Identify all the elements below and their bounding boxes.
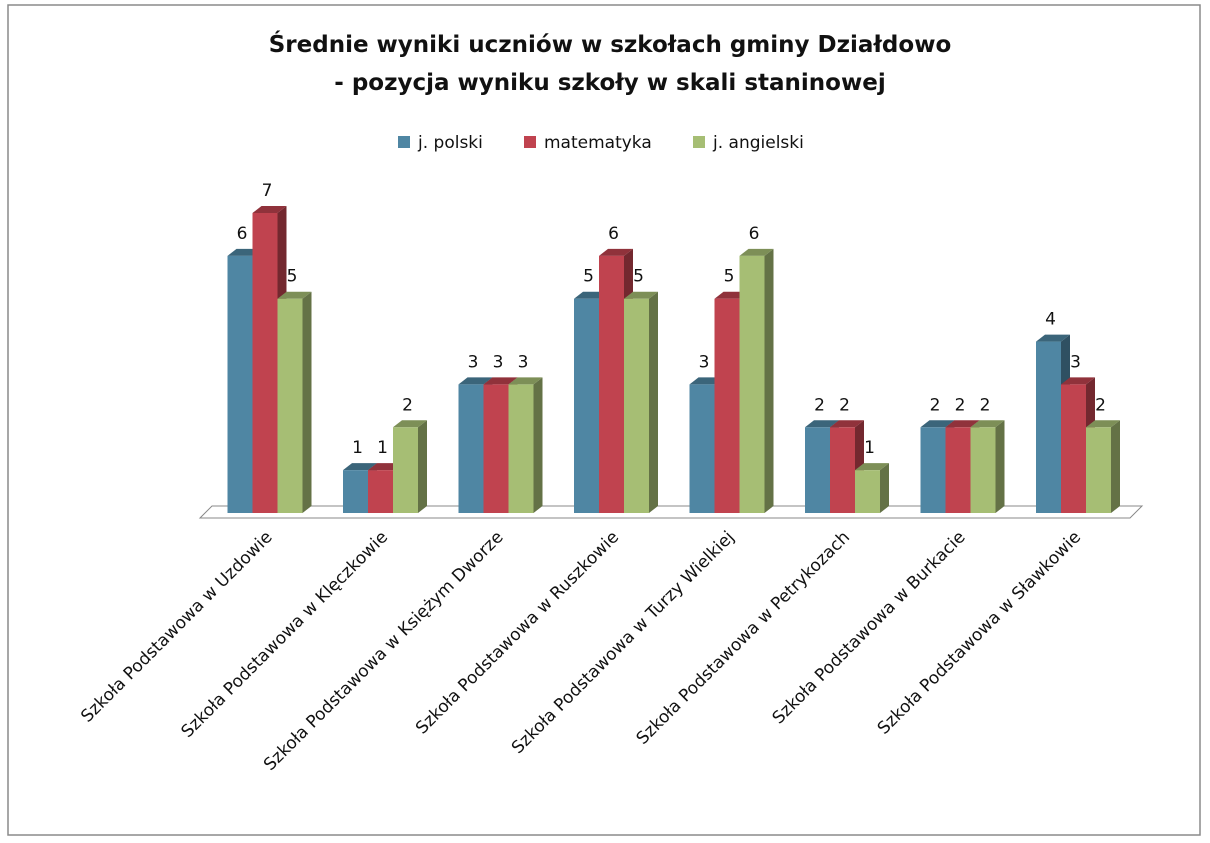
bar-front (1036, 341, 1061, 513)
bar-front (508, 384, 534, 513)
legend-swatch (398, 136, 410, 148)
bar-front (599, 255, 624, 513)
bar-front (458, 384, 484, 513)
data-label: 3 (1070, 352, 1081, 372)
bar-front (483, 384, 509, 513)
bar-front (689, 384, 715, 513)
bar-top (805, 420, 839, 428)
bar-top (277, 291, 312, 299)
data-label: 6 (608, 224, 619, 244)
data-label: 1 (864, 438, 875, 458)
data-label: 3 (699, 352, 710, 372)
bar-front (624, 298, 649, 513)
bar-front (805, 427, 830, 513)
bar-front (368, 470, 393, 513)
bar-top (1086, 420, 1120, 428)
bar-top (458, 377, 493, 385)
bar-top (855, 463, 889, 471)
bar (970, 420, 1005, 513)
data-label: 3 (518, 352, 529, 372)
chart-title: - pozycja wyniku szkoły w skali staninow… (334, 70, 885, 96)
bar-front (252, 213, 278, 513)
bar-front (227, 255, 253, 513)
bar-top (920, 420, 955, 428)
data-label: 5 (583, 267, 594, 287)
data-label: 2 (814, 395, 825, 415)
bar-top (624, 291, 658, 299)
data-label: 3 (493, 352, 504, 372)
bar-side (995, 420, 1005, 513)
data-label: 5 (287, 267, 298, 287)
data-label: 1 (352, 438, 363, 458)
bar-top (739, 248, 774, 256)
legend-swatch (524, 136, 536, 148)
bar (855, 463, 889, 513)
data-label: 2 (980, 395, 991, 415)
bar (393, 420, 427, 513)
data-label: 6 (749, 224, 760, 244)
bar-top (830, 420, 864, 428)
bar-front (277, 298, 303, 513)
bar-front (945, 427, 971, 513)
data-label: 2 (402, 395, 413, 415)
bar-front (739, 255, 765, 513)
chart-title: Średnie wyniki uczniów w szkołach gminy … (269, 30, 952, 58)
data-label: 1 (377, 438, 388, 458)
legend-label: matematyka (544, 133, 652, 153)
bar-front (920, 427, 946, 513)
bar-top (343, 463, 377, 471)
bar-top (508, 377, 543, 385)
data-label: 3 (468, 352, 479, 372)
bar-top (1061, 377, 1095, 385)
data-label: 2 (955, 395, 966, 415)
data-label: 5 (724, 267, 735, 287)
bar (277, 291, 312, 513)
bar (624, 291, 658, 513)
bar (1086, 420, 1120, 513)
legend-label: j. angielski (712, 133, 804, 153)
bar-front (574, 298, 599, 513)
bar-front (714, 298, 740, 513)
data-label: 7 (262, 181, 273, 201)
data-label: 2 (930, 395, 941, 415)
bar-front (970, 427, 996, 513)
bar-front (393, 427, 418, 513)
bar-top (1036, 334, 1070, 342)
bar-side (302, 291, 312, 513)
bar-top (483, 377, 518, 385)
floor (198, 505, 1144, 519)
legend-swatch (693, 136, 705, 148)
bar-side (418, 420, 427, 513)
data-label: 6 (237, 224, 248, 244)
bar-side (1111, 420, 1120, 513)
legend-label: j. polski (417, 133, 483, 153)
bar-front (1061, 384, 1086, 513)
bar-front (1086, 427, 1111, 513)
data-label: 5 (633, 267, 644, 287)
bar (739, 248, 774, 513)
bar-front (343, 470, 368, 513)
bar-front (830, 427, 855, 513)
bar (508, 377, 543, 513)
bar-side (533, 377, 543, 513)
data-label: 2 (1095, 395, 1106, 415)
bar-side (764, 248, 774, 513)
bar-top (599, 248, 633, 256)
bar-side (649, 291, 658, 513)
data-label: 4 (1045, 310, 1056, 330)
bar-top (393, 420, 427, 428)
bar-front (855, 470, 880, 513)
bar-top (945, 420, 980, 428)
data-label: 2 (839, 395, 850, 415)
bar-top (970, 420, 1005, 428)
bar-top (252, 206, 287, 213)
bar-side (880, 463, 889, 513)
